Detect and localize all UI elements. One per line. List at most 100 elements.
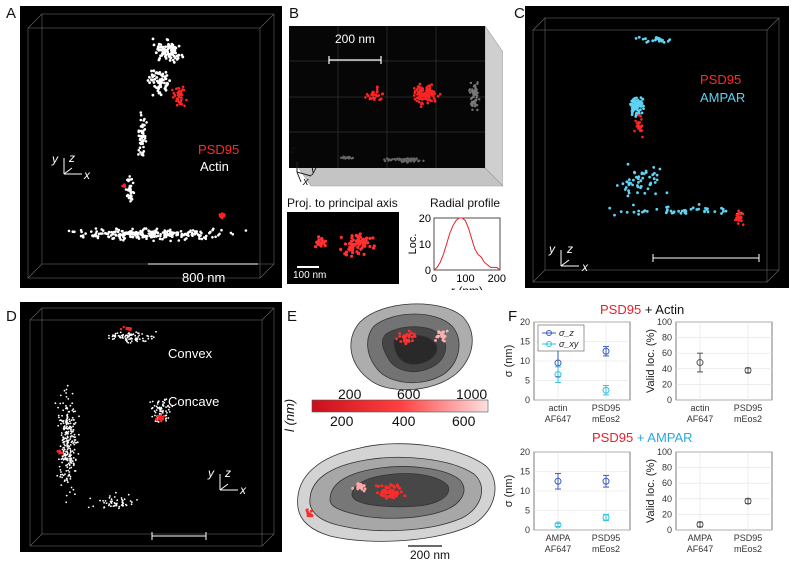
f-category-label: AF647 bbox=[687, 544, 714, 554]
ampar-loc bbox=[642, 209, 646, 213]
actin-loc bbox=[162, 400, 164, 403]
actin-loc bbox=[67, 481, 69, 484]
actin-loc bbox=[89, 497, 92, 500]
actin-loc bbox=[127, 341, 130, 344]
panel-label-e: E bbox=[287, 308, 298, 325]
psd95-loc bbox=[420, 101, 424, 105]
f-point bbox=[554, 371, 562, 379]
actin-loc bbox=[60, 434, 63, 436]
hull-loc bbox=[376, 491, 379, 495]
actin-loc bbox=[135, 232, 139, 235]
psd95-loc bbox=[418, 82, 422, 86]
ampar-loc bbox=[637, 175, 641, 179]
f-title-2-ampar: + AMPAR bbox=[633, 430, 693, 445]
actin-loc bbox=[141, 235, 144, 239]
psd95-loc bbox=[425, 91, 428, 94]
actin-loc bbox=[161, 51, 165, 55]
actin-loc bbox=[65, 464, 67, 467]
f-ytick: 20 bbox=[520, 317, 530, 327]
actin-loc bbox=[67, 229, 71, 233]
d-axis-z: z bbox=[225, 466, 231, 480]
actin-loc bbox=[131, 235, 135, 239]
actin-loc bbox=[119, 335, 121, 338]
actin-loc bbox=[63, 437, 66, 440]
proj-loc bbox=[348, 245, 352, 249]
side-loc bbox=[474, 85, 477, 89]
psd95-loc bbox=[180, 93, 184, 97]
colorbar-label: l (nm) bbox=[282, 398, 297, 432]
projection-points bbox=[314, 232, 376, 258]
actin-loc bbox=[69, 459, 71, 462]
actin-loc bbox=[71, 392, 74, 395]
actin-loc bbox=[87, 506, 90, 509]
actin-loc bbox=[166, 82, 170, 86]
radial-ylabel: Loc. bbox=[408, 234, 419, 255]
actin-loc bbox=[150, 335, 153, 338]
hull-loc bbox=[410, 335, 414, 339]
ampar-loc bbox=[626, 194, 630, 198]
proj-svg bbox=[297, 232, 376, 268]
cbar-top-tick-2: 600 bbox=[397, 386, 421, 402]
f-category-label: mEos2 bbox=[734, 544, 762, 554]
hull-loc bbox=[398, 332, 401, 335]
actin-loc bbox=[69, 444, 72, 446]
hull-loc bbox=[306, 513, 310, 517]
actin-loc bbox=[138, 141, 142, 145]
floor-loc bbox=[343, 156, 346, 159]
side-loc bbox=[476, 108, 479, 112]
actin-loc bbox=[160, 406, 163, 409]
actin-loc bbox=[70, 428, 72, 431]
actin-loc bbox=[61, 476, 63, 479]
floor-loc bbox=[404, 159, 407, 163]
f-category-label: AF647 bbox=[687, 414, 714, 424]
actin-loc bbox=[146, 79, 150, 82]
actin-loc bbox=[172, 61, 176, 64]
actin-loc bbox=[78, 415, 80, 418]
ampar-loc bbox=[655, 207, 659, 211]
ampar-loc bbox=[635, 101, 639, 105]
actin-loc bbox=[214, 235, 217, 239]
actin-loc bbox=[119, 331, 122, 334]
actin-loc bbox=[137, 148, 141, 152]
actin-loc bbox=[168, 228, 172, 232]
proj-title: Proj. to principal axis bbox=[287, 196, 398, 210]
actin-loc bbox=[70, 426, 72, 429]
actin-loc bbox=[164, 55, 167, 58]
actin-loc bbox=[163, 234, 166, 237]
psd95-loc bbox=[421, 89, 425, 92]
hull-loc bbox=[359, 482, 362, 486]
e-scalebar-label: 200 nm bbox=[410, 548, 451, 562]
floor-loc bbox=[393, 157, 396, 161]
actin-loc bbox=[160, 48, 163, 52]
actin-loc bbox=[69, 404, 72, 407]
panel-c-svg bbox=[532, 17, 780, 283]
scalebar-label: 800 nm bbox=[182, 270, 226, 285]
ampar-loc bbox=[637, 181, 640, 184]
f-ytick: 100 bbox=[657, 317, 672, 327]
ampar-loc bbox=[630, 113, 634, 116]
actin-loc bbox=[101, 229, 105, 232]
actin-loc bbox=[67, 432, 69, 435]
actin-loc bbox=[177, 239, 181, 242]
ampar-loc bbox=[720, 212, 723, 215]
actin-loc bbox=[149, 230, 152, 233]
ampar-loc bbox=[639, 108, 642, 111]
actin-loc bbox=[67, 469, 70, 472]
f-ytick: 100 bbox=[657, 447, 672, 457]
psd95-loc bbox=[415, 99, 419, 103]
actin-loc bbox=[114, 334, 116, 337]
actin-loc bbox=[164, 399, 166, 402]
actin-loc bbox=[74, 493, 76, 496]
actin-loc bbox=[153, 410, 156, 412]
ampar-loc bbox=[636, 184, 639, 187]
psd95-loc bbox=[430, 99, 433, 103]
actin-loc bbox=[165, 230, 169, 234]
actin-loc bbox=[168, 59, 172, 62]
psd95-loc bbox=[428, 89, 432, 92]
actin-loc bbox=[143, 124, 146, 127]
f-ytick: 40 bbox=[662, 364, 672, 374]
psd95-loc bbox=[417, 100, 421, 104]
actin-loc bbox=[58, 458, 60, 461]
ampar-loc bbox=[679, 211, 683, 215]
b-axis-x: x bbox=[303, 176, 309, 188]
